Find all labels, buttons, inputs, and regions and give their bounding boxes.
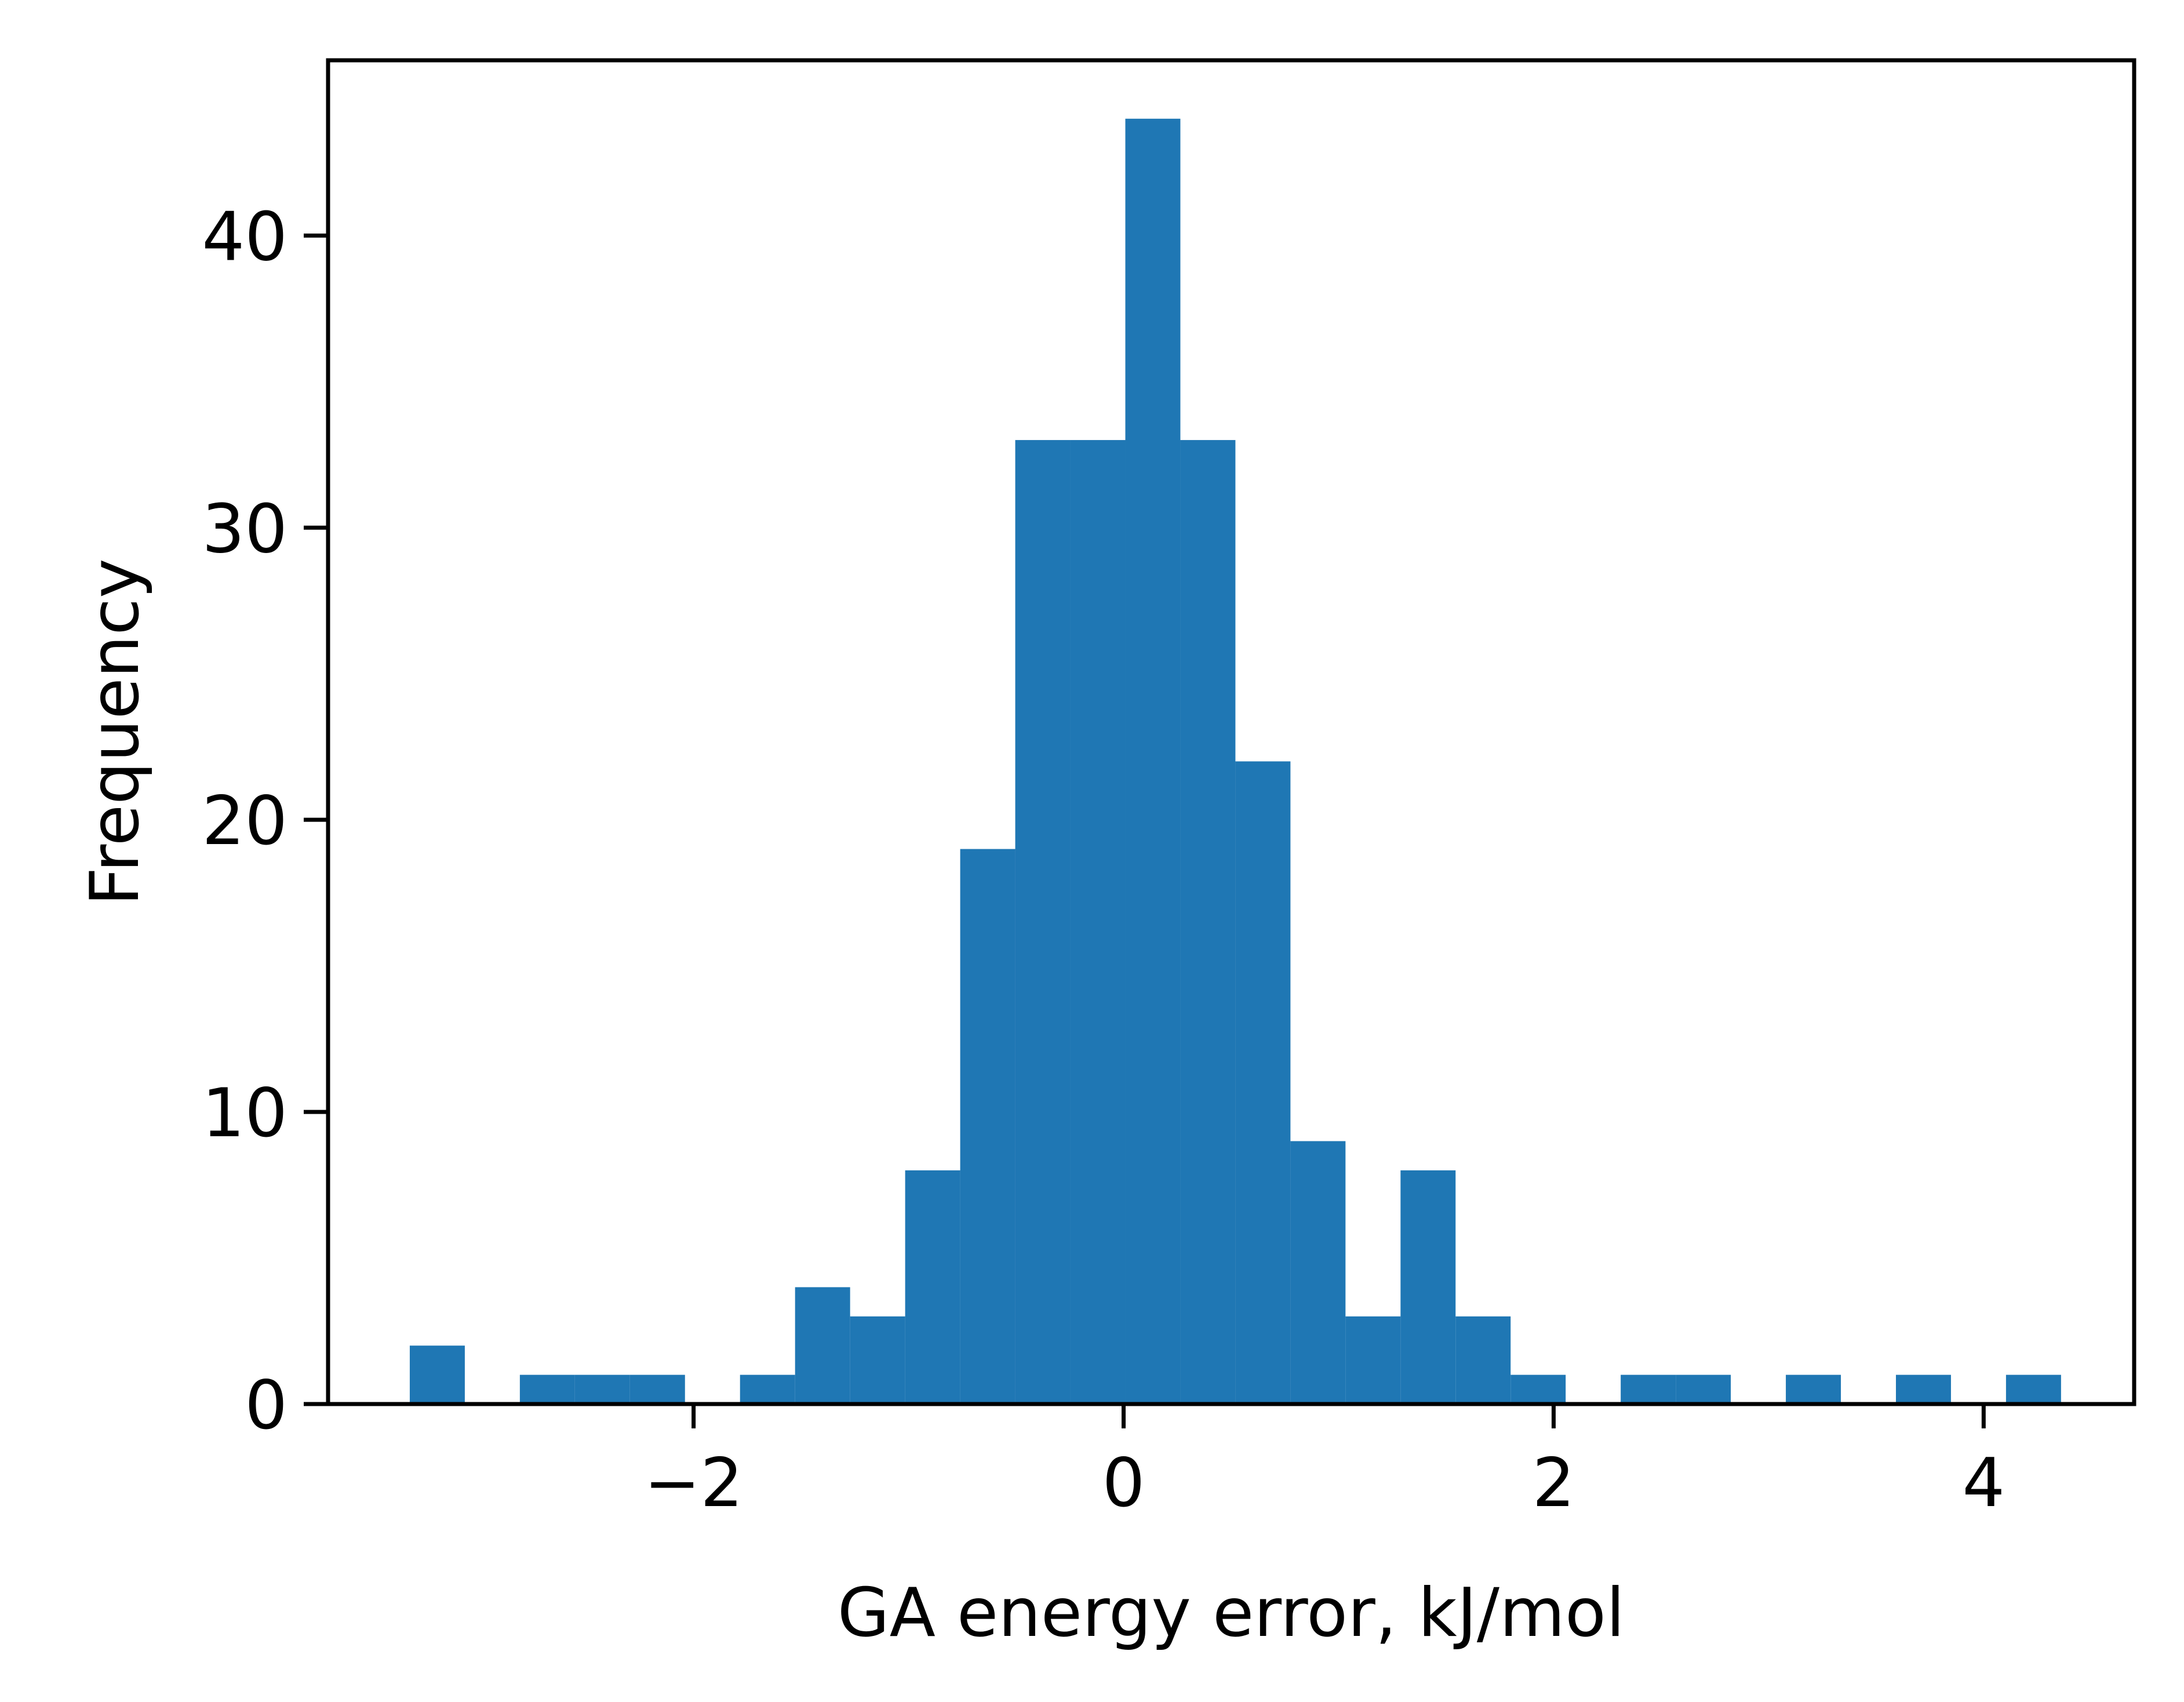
histogram-bar [2005,1374,2061,1404]
x-tick-label: 4 [1962,1444,2005,1522]
histogram-bar [1786,1374,1841,1404]
x-tick-label: 2 [1533,1444,1575,1522]
histogram-bar [1070,440,1126,1405]
plot-frame [326,58,2136,1406]
histogram-bar [1015,440,1071,1405]
histogram-bar [850,1316,905,1404]
y-tick-label: 30 [202,490,287,568]
histogram-bar [1290,1141,1346,1404]
histogram-bar [574,1374,630,1404]
histogram-bar [1455,1316,1511,1404]
histogram-bar [1180,440,1236,1405]
y-tick-label: 0 [245,1366,287,1445]
y-tick-label: 10 [202,1074,287,1152]
y-tick-label: 20 [202,782,287,860]
histogram-bar [1621,1374,1676,1404]
x-tick-label: −2 [644,1444,743,1522]
histogram-bar [1400,1170,1456,1404]
histogram-bar [1510,1374,1566,1404]
histogram-bar [795,1287,850,1404]
histogram-bar [1125,118,1181,1404]
histogram-bar [1345,1316,1401,1404]
x-axis-label: GA energy error, kJ/mol [838,1574,1625,1652]
histogram-bars [409,118,2061,1405]
histogram-bar [740,1374,795,1404]
histogram-bar [629,1374,685,1404]
histogram-bar [1895,1374,1951,1404]
x-tick-label: 0 [1102,1444,1145,1522]
histogram-bar [409,1345,465,1404]
y-axis-ticks: 0 10 20 30 40 [202,198,328,1445]
histogram-bar [960,849,1015,1404]
histogram-bar [1235,761,1291,1404]
y-axis-label: Frequency [76,558,154,905]
histogram-bar [905,1170,960,1404]
x-axis-ticks: −2 0 2 4 [644,1404,2005,1522]
histogram-bar [1676,1374,1731,1404]
histogram-bar [519,1374,575,1404]
y-tick-label: 40 [202,198,287,276]
